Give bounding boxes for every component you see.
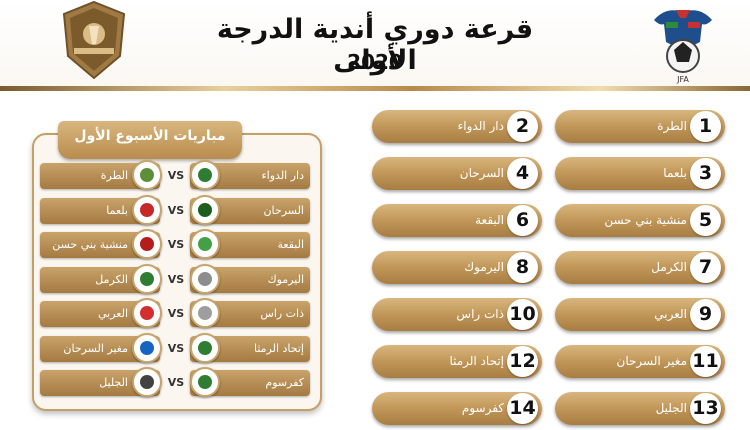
draw-pill-4: 4 السرحان [372,157,542,190]
away-team-badge-icon [132,263,162,294]
vs-label: VS [167,376,185,389]
draw-team-name: البقعة [475,213,504,227]
draw-pill-12: 12 إتحاد الرمثا [372,345,542,378]
fixture-row: الكرمل VS اليرموك [40,263,312,294]
draw-team-name: دار الدواء [457,119,504,133]
draw-team-name: الجليل [655,401,687,415]
draw-pill-6: 6 البقعة [372,204,542,237]
draw-pill-11: 11 مغير السرحان [555,345,725,378]
header-divider [0,86,750,91]
draw-team-name: كفرسوم [461,401,504,415]
fixtures-title-banner [58,121,242,159]
away-team-badge-icon [132,160,162,190]
draw-pill-10: 10 ذات راس [372,298,542,331]
home-team-badge-icon [190,160,220,190]
home-team-badge-icon [190,229,220,259]
fixture-row: الطرة VS دار الدواء [40,160,312,190]
fixture-row: مغير السرحان VS إتحاد الرمثا [40,332,312,363]
jfa-eagle-icon: JFA [646,2,720,84]
draw-number: 7 [690,252,721,283]
draw-number: 14 [507,393,538,424]
away-team-badge-icon [132,332,162,363]
draw-team-name: بلعما [663,166,687,180]
draw-number: 1 [690,111,721,142]
draw-team-name: الكرمل [651,260,687,274]
draw-team-name: منشية بني حسن [604,213,687,227]
away-team-badge-icon [132,367,162,397]
draw-number: 8 [507,252,538,283]
home-team-badge-icon [190,367,220,397]
draw-number: 2 [507,111,538,142]
away-team-badge-icon [132,194,162,225]
club-crest-icon [56,0,132,80]
draw-team-name: الطرة [657,119,687,133]
vs-label: VS [167,272,185,286]
draw-pill-5: 5 منشية بني حسن [555,204,725,237]
draw-pill-2: 2 دار الدواء [372,110,542,143]
away-team-badge-icon [132,298,162,328]
page-title: قرعة دوري أندية الدرجة الأولى [216,14,534,76]
fixture-row: بلعما VS السرحان [40,194,312,225]
fixture-row: منشية بني حسن VS البقعة [40,229,312,259]
draw-pill-8: 8 اليرموك [372,251,542,284]
draw-number: 9 [690,299,721,330]
home-team-badge-icon [190,194,220,225]
draw-pill-13: 13 الجليل [555,392,725,425]
draw-number: 11 [690,346,721,377]
jfa-text: JFA [676,75,689,84]
draw-pill-7: 7 الكرمل [555,251,725,284]
vs-label: VS [167,307,185,320]
draw-pill-9: 9 العربي [555,298,725,331]
draw-pill-3: 3 بلعما [555,157,725,190]
draw-number: 13 [690,393,721,424]
draw-team-name: العربي [654,307,687,321]
draw-number: 5 [690,205,721,236]
draw-team-name: السرحان [459,166,504,180]
page-year: 2020 [347,50,403,74]
fixtures-title: مباريات الأسبوع الأول [74,128,226,144]
vs-label: VS [167,238,185,251]
fixture-row: الجليل VS كفرسوم [40,367,312,397]
draw-team-name: مغير السرحان [616,354,687,368]
draw-pill-14: 14 كفرسوم [372,392,542,425]
draw-pill-1: 1 الطرة [555,110,725,143]
fixture-row: العربي VS ذات راس [40,298,312,328]
vs-label: VS [167,203,185,217]
draw-number: 4 [507,158,538,189]
draw-team-name: ذات راس [456,307,504,321]
vs-label: VS [167,169,185,182]
home-team-badge-icon [190,298,220,328]
draw-number: 12 [507,346,538,377]
draw-number: 6 [507,205,538,236]
draw-number: 3 [690,158,721,189]
draw-team-name: اليرموك [464,260,504,274]
header-band [0,0,750,86]
draw-number: 10 [507,299,538,330]
away-team-badge-icon [132,229,162,259]
home-team-badge-icon [190,263,220,294]
draw-team-name: إتحاد الرمثا [449,354,504,368]
home-team-badge-icon [190,332,220,363]
vs-label: VS [167,341,185,355]
